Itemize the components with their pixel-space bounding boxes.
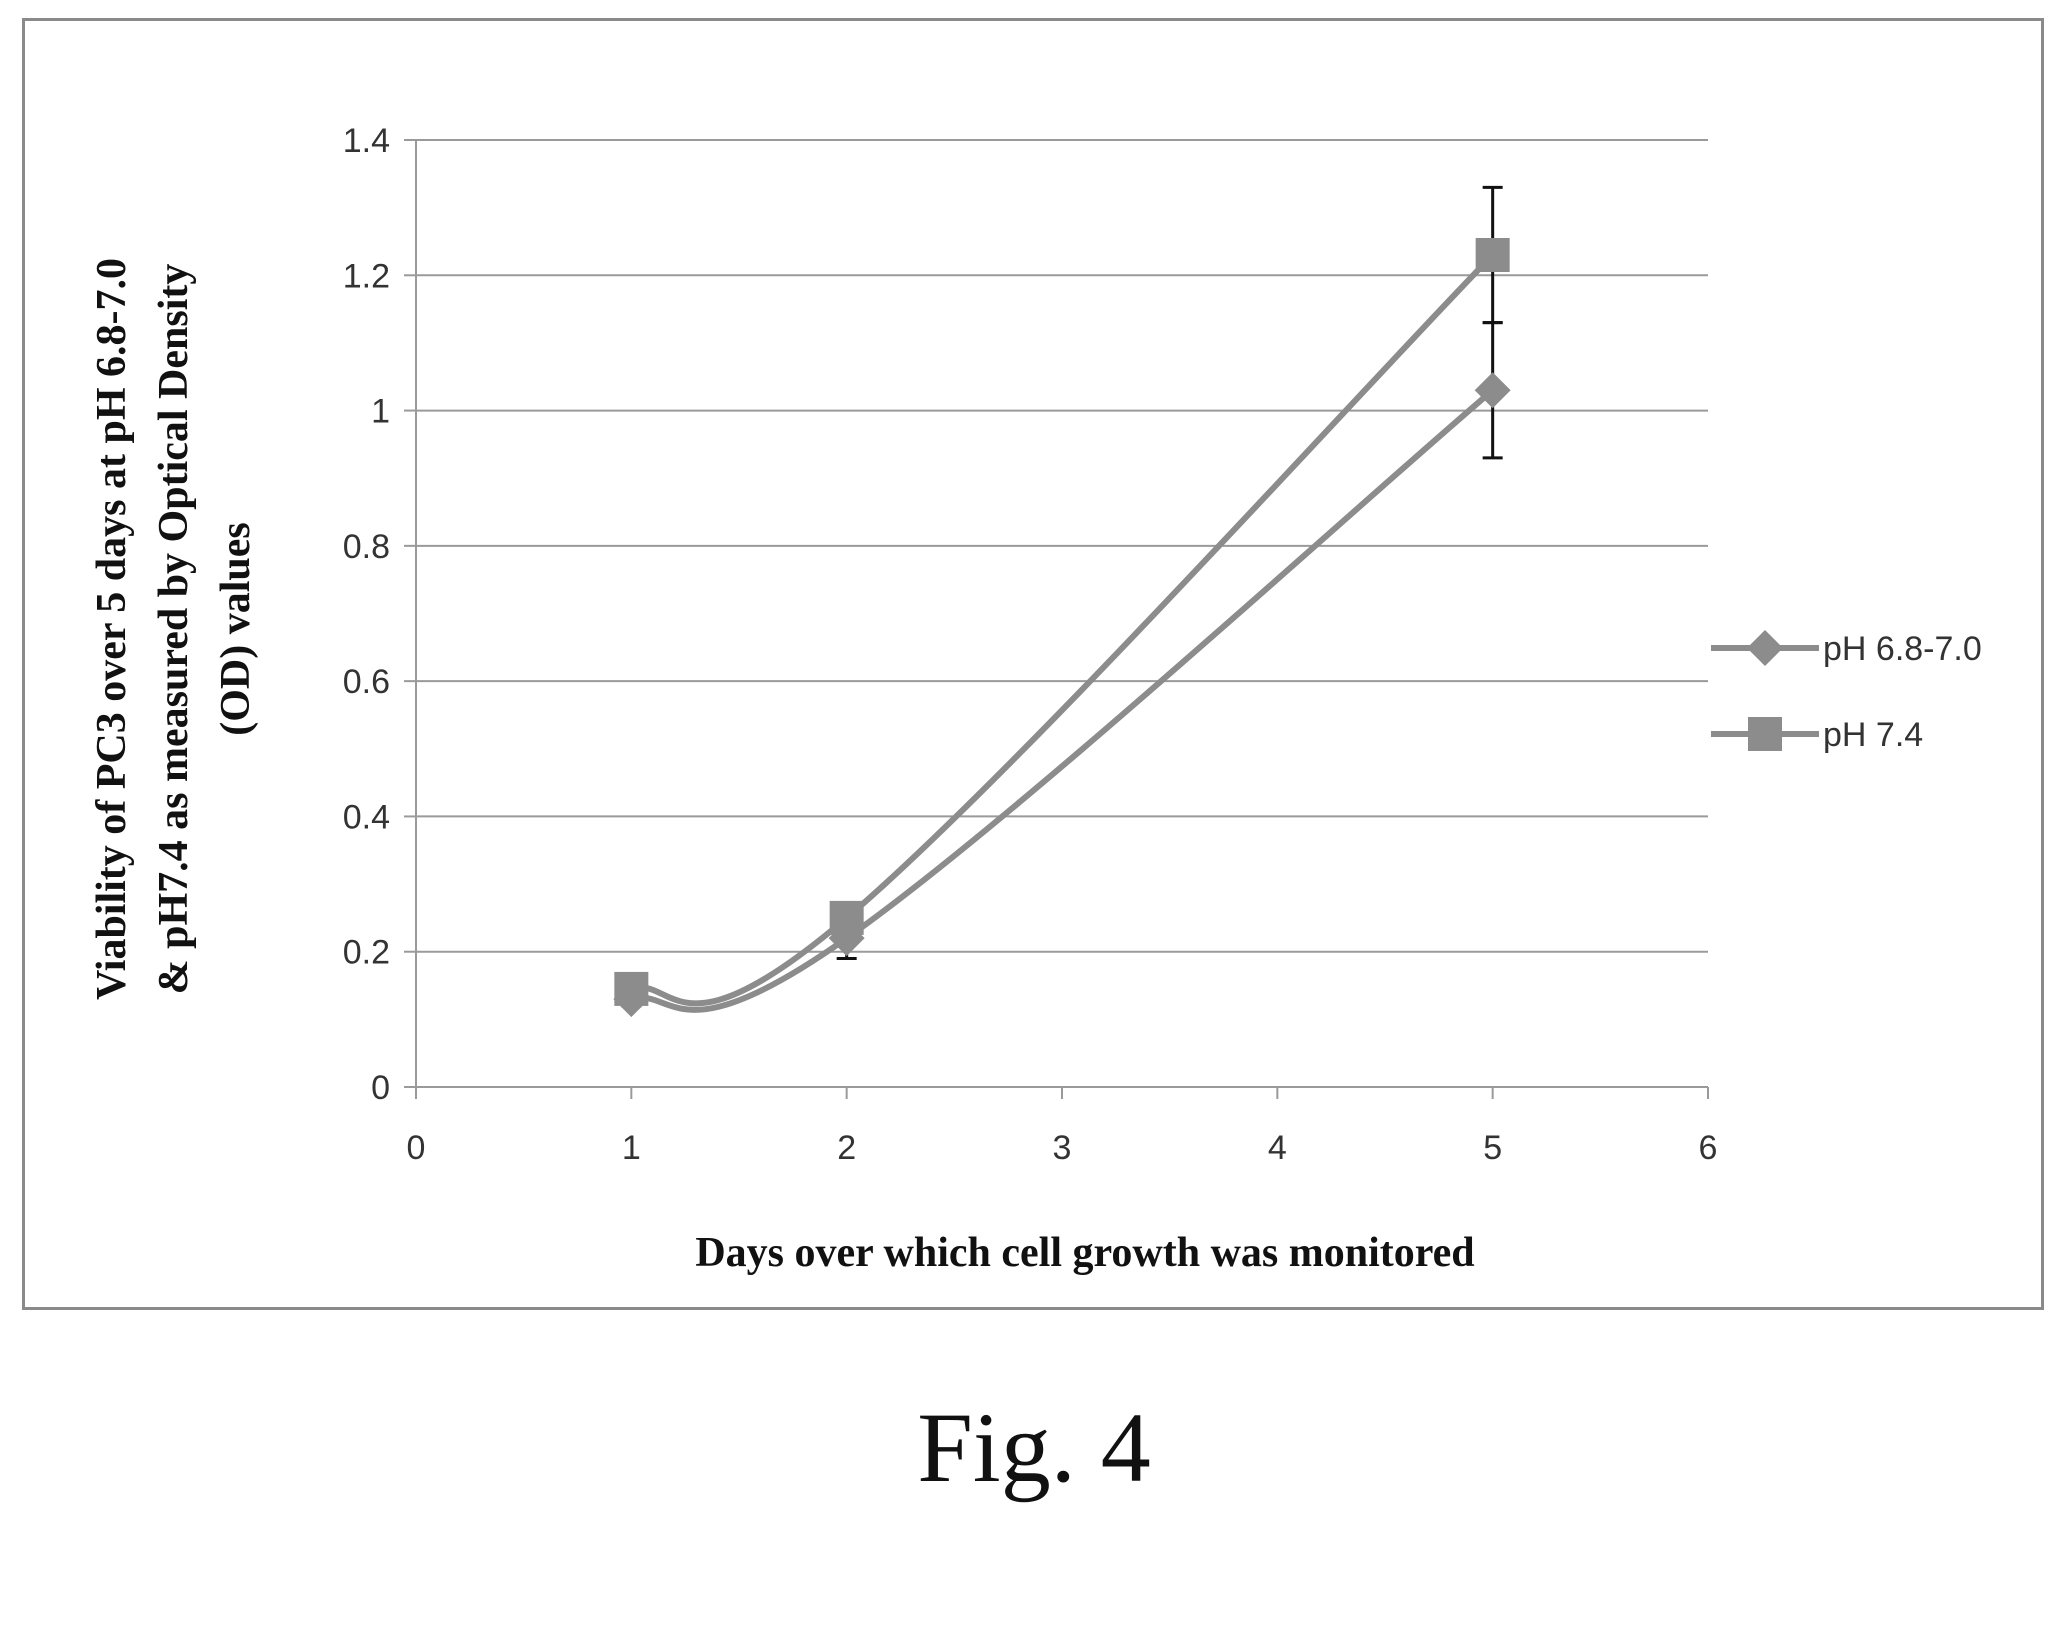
series-line [628,251,1496,1007]
legend-label: pH 6.8-7.0 [1823,630,1982,668]
legend-item-1: pH 6.8-7.0 [1711,630,1982,668]
y-axis-title-line-3: (OD) values [213,522,259,736]
y-tick-label: 0.2 [343,934,390,972]
series-1 [613,321,1511,1018]
axis-layer: 0 0.2 0.4 0.6 0.8 1 1.2 1.4 0 1 2 3 4 5 6 [343,122,1718,1167]
series-2 [614,185,1510,1007]
series-layer [613,185,1511,1018]
x-tick-label: 6 [1699,1129,1718,1167]
y-tick-label: 0.8 [343,528,390,566]
y-tick-label: 0.6 [343,663,390,701]
y-tick-label: 1.4 [343,122,390,160]
x-tick-label: 2 [837,1129,856,1167]
data-point [1475,237,1510,272]
y-tick-label: 0.4 [343,798,390,836]
y-axis-title-line-1: Viability of PC3 over 5 days at pH 6.8-7… [89,258,135,1000]
grid-layer [416,139,1708,953]
figure-caption: Fig. 4 [917,1392,1151,1503]
data-point [614,971,649,1006]
data-point [1474,372,1511,409]
legend: pH 6.8-7.0 pH 7.4 [1711,630,1982,754]
y-tick-label: 1 [371,393,390,431]
x-tick-label: 3 [1053,1129,1072,1167]
y-axis-title: Viability of PC3 over 5 days at pH 6.8-7… [89,258,259,1000]
x-tick-label: 1 [622,1129,641,1167]
chart-frame: 0 0.2 0.4 0.6 0.8 1 1.2 1.4 0 1 2 3 4 5 6 pH 6.8-7.0 pH… [22,18,2044,1310]
legend-swatch-marker [1748,717,1782,751]
x-tick-label: 4 [1268,1129,1287,1167]
x-tick-label: 0 [407,1129,426,1167]
legend-swatch-marker [1747,630,1783,666]
line-chart: 00.20.40.60.811.21.40 1 2 3 4 5 6 pH 6.8-7.0pH… [89,122,1982,1276]
legend-label: pH 7.4 [1823,716,1923,754]
x-tick-label: 5 [1483,1129,1502,1167]
series-line [628,387,1496,1013]
data-point [829,900,864,935]
y-tick-label: 1.2 [343,257,390,295]
y-tick-label: 0 [371,1069,390,1107]
y-axis-title-line-2: & pH7.4 as measured by Optical Density [151,264,197,995]
x-axis-title: Days over which cell growth was monitore… [695,1230,1474,1276]
legend-item-2: pH 7.4 [1711,716,1923,754]
